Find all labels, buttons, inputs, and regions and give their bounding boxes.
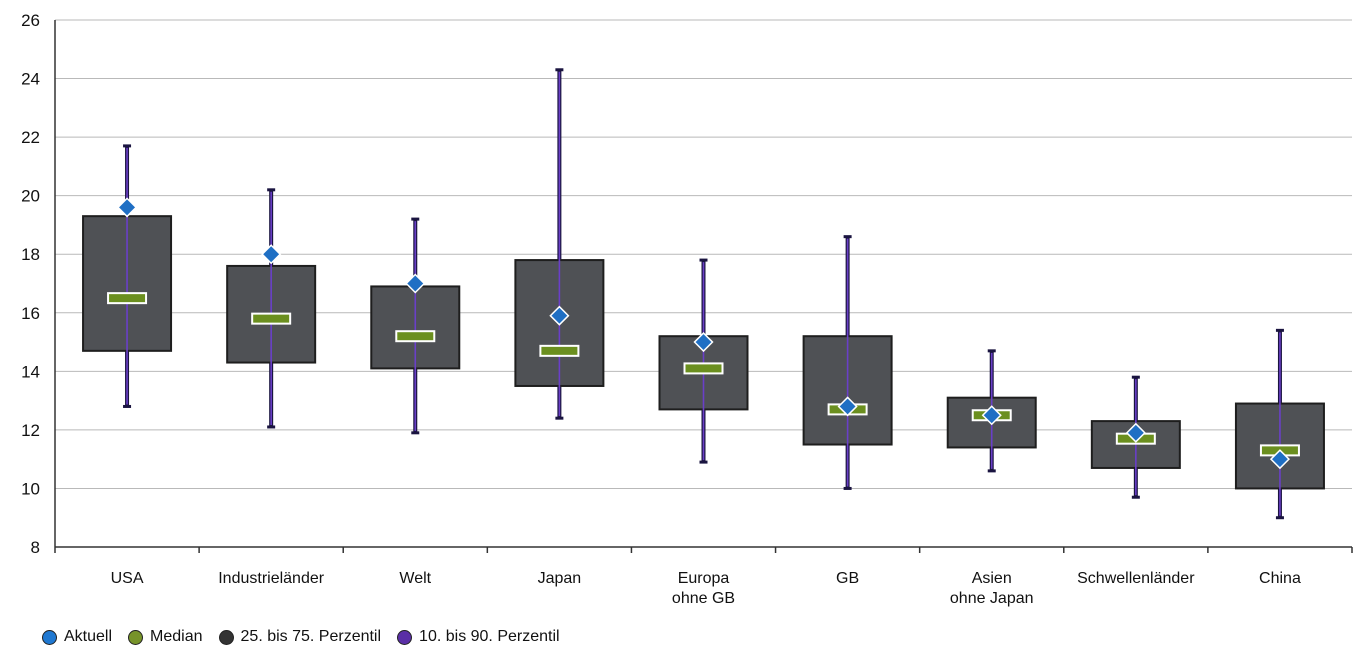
aktuell-marker <box>1125 422 1146 443</box>
x-tick-label: ohne GB <box>672 590 735 607</box>
y-tick-label: 8 <box>31 538 40 557</box>
y-axis-ticks: 8 10 12 14 16 18 20 22 24 26 <box>21 11 40 557</box>
legend-item-aktuell: Aktuell <box>42 628 112 646</box>
y-tick-label: 12 <box>21 421 40 440</box>
median-marker <box>539 344 580 357</box>
legend-label-aktuell: Aktuell <box>64 628 113 645</box>
y-tick-label: 18 <box>21 245 40 264</box>
median-marker <box>107 292 148 305</box>
y-tick-label: 10 <box>21 479 40 498</box>
legend-label-range: 10. bis 90. Perzentil <box>419 628 560 645</box>
median-marker <box>683 362 724 375</box>
legend: Aktuell Median 25. bis 75. Perzentil 10.… <box>42 626 576 648</box>
aktuell-marker <box>116 197 138 218</box>
x-tick-label: China <box>1259 570 1301 587</box>
x-axis: USA Industrieländer Welt Japan Europa ohne GB… <box>54 20 1353 607</box>
x-tick-label: Japan <box>538 570 582 587</box>
plot-area <box>82 68 1325 520</box>
legend-label-iqr: 25. bis 75. Perzentil <box>240 628 382 645</box>
x-tick-label: Industrieländer <box>218 570 325 587</box>
chart: 8 10 12 14 16 18 20 22 24 26 USA Industrieländer We… <box>21 11 1353 607</box>
legend-item-iqr: 25. bis 75. Perzentil <box>218 628 382 646</box>
x-tick-label: ohne Japan <box>950 590 1034 607</box>
median-marker <box>251 312 292 325</box>
y-tick-label: 24 <box>21 70 40 89</box>
y-tick-label: 14 <box>21 362 40 381</box>
legend-item-range: 10. bis 90. Perzentil <box>397 628 560 646</box>
x-tick-label: USA <box>111 570 144 587</box>
legend-swatch-median <box>128 629 144 645</box>
aktuell-marker <box>261 244 282 265</box>
y-tick-label: 20 <box>21 187 40 206</box>
legend-label-median: Median <box>150 628 203 645</box>
legend-swatch-range <box>397 629 413 645</box>
x-tick-label: Welt <box>399 570 431 587</box>
legend-item-median: Median <box>128 628 203 646</box>
x-tick-label: Europa <box>678 570 730 587</box>
x-tick-label: Asien <box>972 570 1012 587</box>
aktuell-marker <box>981 405 1002 426</box>
aktuell-marker <box>1269 449 1291 470</box>
median-marker <box>395 330 436 343</box>
legend-swatch-aktuell <box>42 629 57 645</box>
x-tick-label: Schwellenländer <box>1077 570 1195 587</box>
aktuell-marker <box>549 305 570 326</box>
aktuell-marker <box>693 331 714 353</box>
legend-swatch-iqr <box>218 629 234 645</box>
aktuell-marker <box>837 396 858 417</box>
y-tick-label: 16 <box>21 304 40 323</box>
aktuell-marker <box>405 273 426 294</box>
x-tick-label: GB <box>836 570 859 587</box>
y-tick-label: 26 <box>21 11 40 30</box>
y-tick-label: 22 <box>21 128 40 147</box>
